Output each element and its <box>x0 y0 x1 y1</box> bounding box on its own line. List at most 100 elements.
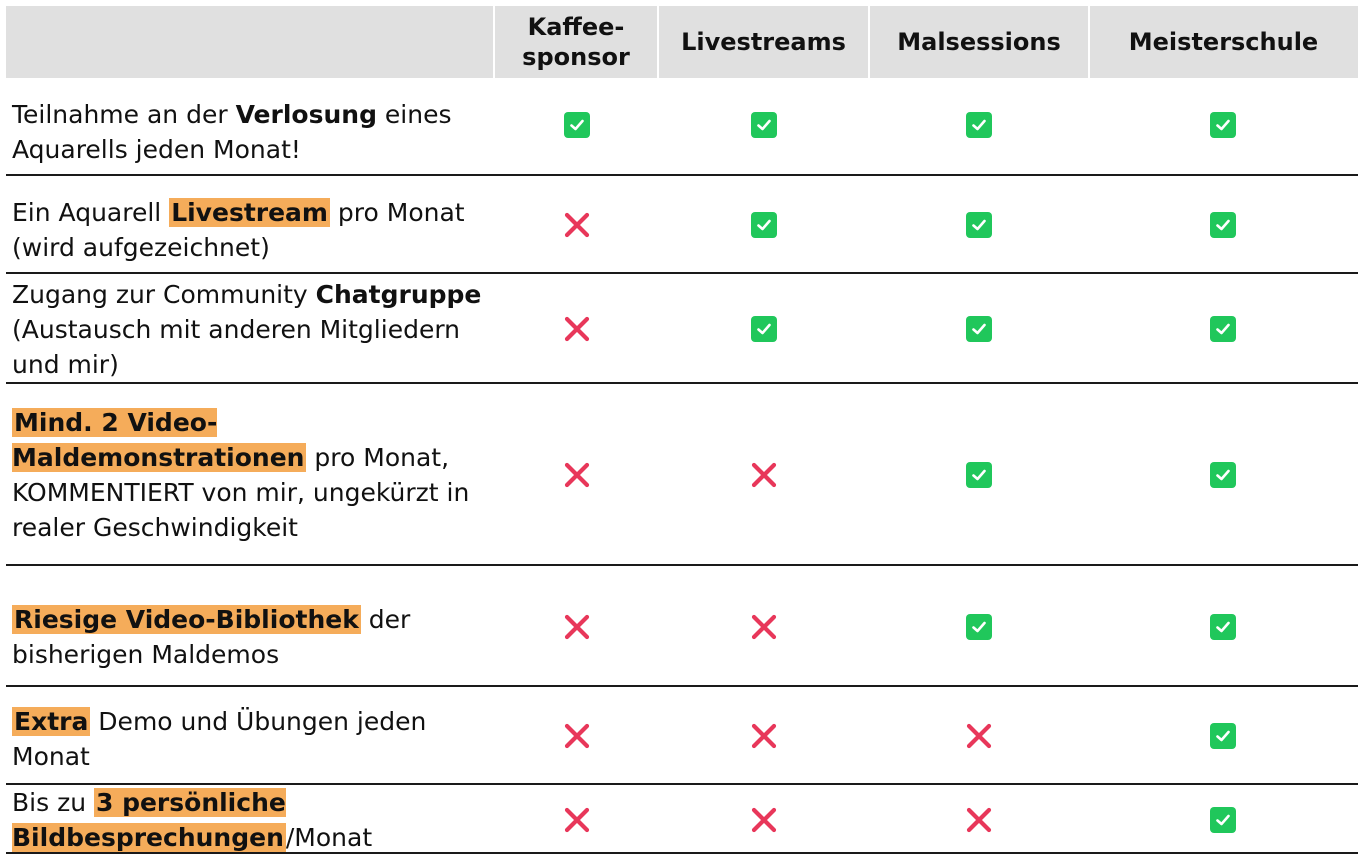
availability-mark <box>749 210 779 240</box>
table-row: Riesige Video-Bibliothek der bisherigen … <box>6 566 1358 687</box>
availability-mark <box>1208 721 1238 751</box>
table-row: Bis zu 3 persönliche Bildbesprechungen/M… <box>6 785 1358 854</box>
cross-icon <box>563 722 591 750</box>
checkbox-checked-icon <box>1210 806 1236 833</box>
cross-icon <box>750 613 778 641</box>
cross-icon <box>965 722 993 750</box>
availability-mark <box>749 612 779 642</box>
checkbox-checked-icon <box>751 212 777 238</box>
row-divider <box>6 564 1358 566</box>
availability-mark <box>749 805 779 835</box>
feature-text-segment: Zugang zur Community <box>12 279 316 309</box>
cross-icon <box>563 613 591 641</box>
cross-icon <box>563 315 591 343</box>
column-header-label: Livestreams <box>681 28 846 56</box>
header-divider <box>1088 6 1090 78</box>
cross-icon <box>563 211 591 239</box>
header-blank-cell <box>6 6 494 78</box>
header-divider <box>868 6 870 78</box>
cross-icon <box>750 461 778 489</box>
feature-text-segment: Verlosung <box>235 100 377 129</box>
checkbox-checked-icon <box>1210 112 1236 138</box>
checkbox-checked-icon <box>751 112 777 138</box>
availability-mark <box>1208 805 1238 835</box>
availability-mark <box>562 314 592 344</box>
feature-text-segment: eines Aquarells jeden Monat! <box>12 100 452 164</box>
row-divider <box>6 685 1358 687</box>
feature-text-segment: Chatgruppe <box>315 279 482 309</box>
availability-mark <box>562 210 592 240</box>
table-row: Mind. 2 Video-Maldemonstrationen pro Mon… <box>6 384 1358 566</box>
checkbox-checked-icon <box>564 112 590 138</box>
header-divider <box>657 6 659 78</box>
availability-mark <box>749 314 779 344</box>
highlighted-text: Riesige Video-Bibliothek <box>12 604 361 634</box>
availability-mark <box>1208 612 1238 642</box>
highlighted-text: Mind. 2 Video-Maldemonstrationen <box>12 408 307 472</box>
checkbox-checked-icon <box>966 112 992 138</box>
checkbox-checked-icon <box>1210 723 1236 749</box>
checkbox-checked-icon <box>1210 212 1236 238</box>
checkbox-checked-icon <box>966 316 992 342</box>
column-header-0: Kaffee- sponsor <box>494 6 658 78</box>
column-header-label: Kaffee- sponsor <box>522 13 630 71</box>
comparison-table: Kaffee- sponsor Livestreams Malsessions Mei… <box>6 6 1358 856</box>
column-header-2: Malsessions <box>869 6 1089 78</box>
availability-mark <box>964 460 994 490</box>
highlighted-text: Livestream <box>169 198 330 227</box>
feature-text-segment: pro Monat, KOMMENTIERT von mir, ungekürz… <box>12 443 470 542</box>
row-divider <box>6 272 1358 274</box>
feature-label: Ein Aquarell Livestream pro Monat (wird … <box>12 176 492 274</box>
column-header-label: Malsessions <box>897 28 1061 56</box>
feature-text: Teilnahme an der Verlosung eines Aquarel… <box>12 87 492 167</box>
feature-text-segment: Teilnahme an der <box>12 100 236 129</box>
cross-icon <box>563 806 591 834</box>
checkbox-checked-icon <box>1210 613 1236 640</box>
cross-icon <box>750 722 778 750</box>
cross-icon <box>750 806 778 834</box>
checkbox-checked-icon <box>751 316 777 342</box>
feature-text-segment: Demo und Übungen jeden Monat <box>12 707 427 771</box>
feature-text: Mind. 2 Video-Maldemonstrationen pro Mon… <box>12 405 492 545</box>
feature-text-segment: Ein Aquarell <box>12 198 170 227</box>
availability-mark <box>1208 210 1238 240</box>
availability-mark <box>964 314 994 344</box>
availability-mark <box>749 721 779 751</box>
column-header-1: Livestreams <box>658 6 869 78</box>
feature-text: Zugang zur Community Chatgruppe (Austaus… <box>12 277 492 382</box>
availability-mark <box>964 612 994 642</box>
feature-text-segment: Bis zu <box>12 787 94 817</box>
availability-mark <box>749 460 779 490</box>
feature-text: Extra Demo und Übungen jeden Monat <box>12 698 492 774</box>
feature-label: Zugang zur Community Chatgruppe (Austaus… <box>12 274 492 384</box>
feature-label: Riesige Video-Bibliothek der bisherigen … <box>12 566 492 687</box>
availability-mark <box>964 805 994 835</box>
table-row: Extra Demo und Übungen jeden Monat <box>6 687 1358 785</box>
feature-text-segment: der bisherigen Maldemos <box>12 604 411 669</box>
availability-mark <box>1208 460 1238 490</box>
availability-mark <box>562 612 592 642</box>
availability-mark <box>562 805 592 835</box>
cross-icon <box>965 806 993 834</box>
checkbox-checked-icon <box>966 212 992 238</box>
feature-text: Bis zu 3 persönliche Bildbesprechungen/M… <box>12 785 492 855</box>
feature-label: Teilnahme an der Verlosung eines Aquarel… <box>12 78 492 176</box>
checkbox-checked-icon <box>966 462 992 488</box>
column-header-label: Meisterschule <box>1128 28 1319 56</box>
row-divider <box>6 783 1358 785</box>
feature-text-segment: /Monat <box>285 822 373 852</box>
availability-mark <box>964 110 994 140</box>
feature-label: Bis zu 3 persönliche Bildbesprechungen/M… <box>12 785 492 854</box>
availability-mark <box>562 110 592 140</box>
feature-text-segment: pro Monat (wird aufgezeichnet) <box>12 198 465 262</box>
availability-mark <box>1208 110 1238 140</box>
column-header-3: Meisterschule <box>1089 6 1358 78</box>
feature-text-segment: (Austausch mit anderen Mitgliedern und m… <box>12 314 461 379</box>
table-row: Zugang zur Community Chatgruppe (Austaus… <box>6 274 1358 384</box>
highlighted-text: Extra <box>12 707 91 736</box>
feature-text: Ein Aquarell Livestream pro Monat (wird … <box>12 185 492 265</box>
table-row: Teilnahme an der Verlosung eines Aquarel… <box>6 78 1358 176</box>
checkbox-checked-icon <box>966 613 992 640</box>
availability-mark <box>964 721 994 751</box>
row-divider <box>6 382 1358 384</box>
